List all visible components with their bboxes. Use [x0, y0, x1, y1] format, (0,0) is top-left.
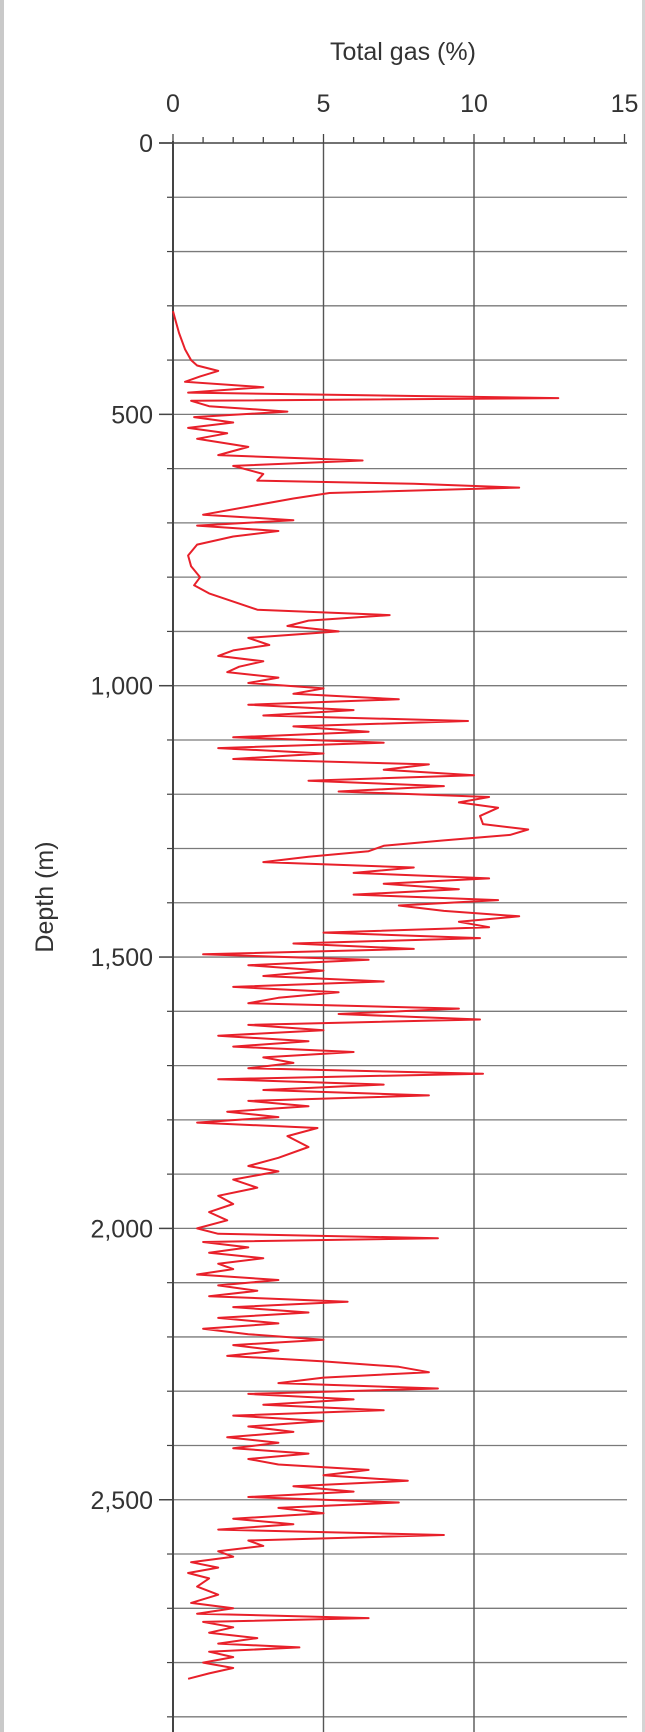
- y-tick-label: 2,000: [90, 1215, 153, 1243]
- axis-labels: Total gas (%) Depth (m) 0 5 10 15 0 500 1,000 1…: [31, 38, 638, 1515]
- y-tick-label: 0: [139, 130, 153, 158]
- right-frame-border: [642, 0, 645, 1732]
- y-tick-label: 1,500: [90, 944, 153, 972]
- y-tick-label: 500: [111, 401, 153, 429]
- y-tick-label: 1,000: [90, 673, 153, 701]
- y-axis-label: Depth (m): [31, 841, 59, 952]
- total-gas-series-line: [172, 310, 560, 1680]
- left-frame-border: [0, 0, 4, 1732]
- x-axis-label: Total gas (%): [330, 38, 476, 66]
- horizontal-gridlines: [173, 196, 627, 1718]
- x-tick-label: 5: [317, 90, 331, 118]
- axes: [159, 134, 627, 1732]
- y-tick-label: 2,500: [90, 1487, 153, 1515]
- x-tick-label: 15: [611, 90, 639, 118]
- x-tick-label: 10: [460, 90, 488, 118]
- series-layer: [172, 310, 560, 1680]
- x-tick-label: 0: [166, 90, 180, 118]
